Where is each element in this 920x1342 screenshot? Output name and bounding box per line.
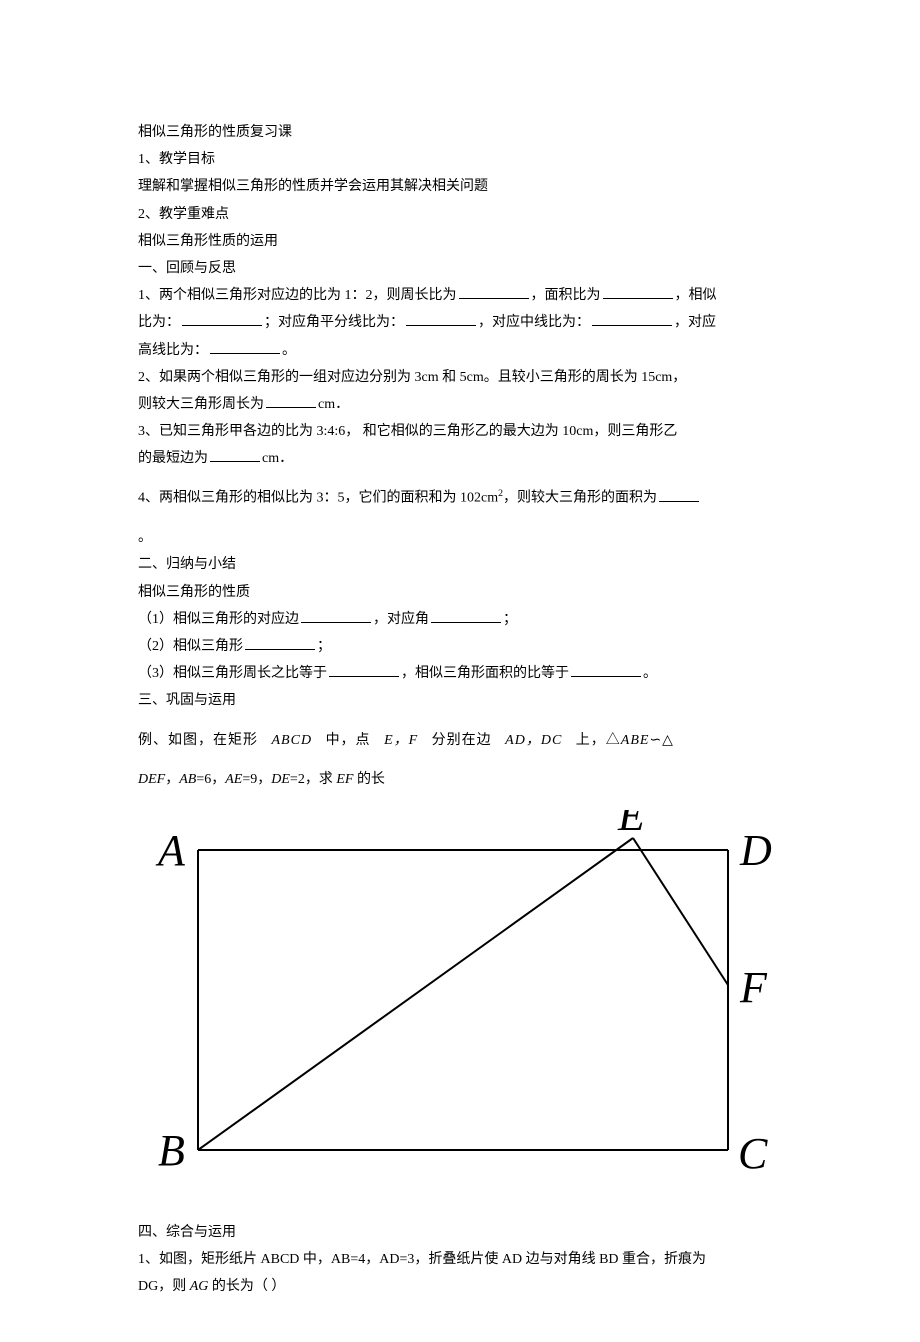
blank	[301, 609, 371, 623]
q1-line2: 比为： ；对应角平分线比为： ，对应中线比为： ，对应	[138, 310, 782, 335]
ex2d: 的长	[357, 772, 385, 787]
DEF: DEF	[138, 772, 165, 787]
EF: E，F	[384, 733, 418, 748]
q1-text-c: ，相似	[675, 288, 717, 303]
q2-line2: 则较大三角形周长为 cm．	[138, 392, 782, 417]
p1a: （1）相似三角形的对应边	[138, 612, 299, 627]
part-b-heading: 二、归纳与小结	[138, 552, 782, 577]
example-line2: DEF，AB=6，AE=9，DE=2，求 EF 的长	[138, 767, 782, 792]
ABE: ABE	[621, 733, 650, 748]
svg-text:D: D	[739, 826, 772, 875]
q1-line1: 1、两个相似三角形对应边的比为 1：2，则周长比为 ，面积比为 ，相似	[138, 283, 782, 308]
dq1b: DG，则	[138, 1279, 186, 1294]
q2-text-b: 则较大三角形周长为	[138, 397, 264, 412]
d-q1-line1: 1、如图，矩形纸片 ABCD 中，AB=4，AD=3，折叠纸片使 AD 边与对角…	[138, 1247, 782, 1272]
blank	[459, 285, 529, 299]
q4-text-b: ，则较大三角形的面积为	[503, 491, 657, 506]
q3-text-b: 的最短边为	[138, 451, 208, 466]
part-d-heading: 四、综合与运用	[138, 1220, 782, 1245]
q3-line1: 3、已知三角形甲各边的比为 3:4:6， 和它相似的三角形乙的最大边为 10cm…	[138, 419, 782, 444]
d-q1-line2: DG，则 AG 的长为（ ）	[138, 1274, 782, 1299]
example-line1: 例、如图，在矩形 ABCD 中，点 E，F 分别在边 AD，DC 上，△ABE∽…	[138, 728, 782, 753]
blank	[406, 312, 476, 326]
ex2c: =2，求	[290, 772, 333, 787]
q3-text-c: cm．	[262, 451, 293, 466]
blank	[210, 340, 280, 354]
q1-text-d: 比为：	[138, 315, 180, 330]
part-b-sub: 相似三角形的性质	[138, 580, 782, 605]
prop2: （2）相似三角形 ；	[138, 634, 782, 659]
blank	[603, 285, 673, 299]
section-1-heading: 1、教学目标	[138, 147, 782, 172]
blank	[266, 394, 316, 408]
svg-text:A: A	[155, 826, 186, 875]
AG: AG	[190, 1279, 209, 1294]
blank	[210, 448, 260, 462]
q1-text-f: ，对应中线比为：	[478, 315, 590, 330]
part-c-heading: 三、巩固与运用	[138, 688, 782, 713]
p3b: ，相似三角形面积的比等于	[401, 666, 569, 681]
comma: ，	[165, 772, 179, 787]
ex1c: 分别在边	[432, 733, 492, 748]
q1-text-e: ；对应角平分线比为：	[264, 315, 404, 330]
q1-text-h: 高线比为：	[138, 343, 208, 358]
blank	[182, 312, 262, 326]
part-a-heading: 一、回顾与反思	[138, 256, 782, 281]
ex1e: ∽△	[649, 733, 674, 748]
p1b: ，对应角	[373, 612, 429, 627]
section-1-text: 理解和掌握相似三角形的性质并学会运用其解决相关问题	[138, 174, 782, 199]
ex2a: =6，	[196, 772, 225, 787]
p2b: ；	[317, 639, 331, 654]
blank	[245, 636, 315, 650]
blank	[571, 663, 641, 677]
p3c: 。	[643, 666, 657, 681]
q1-text-a: 1、两个相似三角形对应边的比为 1：2，则周长比为	[138, 288, 457, 303]
q1-text-g: ，对应	[674, 315, 716, 330]
p3a: （3）相似三角形周长之比等于	[138, 666, 327, 681]
prop1: （1）相似三角形的对应边 ，对应角 ；	[138, 607, 782, 632]
geometry-diagram: A B C D E F	[138, 810, 782, 1190]
q1-text-i: 。	[282, 343, 296, 358]
ex1b: 中，点	[326, 733, 371, 748]
q2-line1: 2、如果两个相似三角形的一组对应边分别为 3cm 和 5cm。且较小三角形的周长…	[138, 365, 782, 390]
svg-text:E: E	[617, 810, 645, 840]
svg-text:F: F	[739, 963, 768, 1012]
AB: AB	[179, 772, 196, 787]
p1c: ；	[503, 612, 517, 627]
q2-text-c: cm．	[318, 397, 349, 412]
svg-text:C: C	[738, 1129, 768, 1178]
DE: DE	[271, 772, 290, 787]
prop3: （3）相似三角形周长之比等于 ，相似三角形面积的比等于 。	[138, 661, 782, 686]
blank	[659, 488, 699, 502]
blank	[329, 663, 399, 677]
AE: AE	[225, 772, 242, 787]
ABCD: ABCD	[272, 733, 313, 748]
blank	[431, 609, 501, 623]
q3-line2: 的最短边为 cm．	[138, 446, 782, 471]
EF-span: EF	[336, 772, 353, 787]
q4-line1: 4、两相似三角形的相似比为 3：5，它们的面积和为 102cm2，则较大三角形的…	[138, 485, 782, 511]
section-2-heading: 2、教学重难点	[138, 202, 782, 227]
geometry-svg: A B C D E F	[138, 810, 778, 1190]
ex1d: 上，△	[576, 733, 621, 748]
q4-text-a: 4、两相似三角形的相似比为 3：5，它们的面积和为 102cm	[138, 491, 498, 506]
ex1a: 例、如图，在矩形	[138, 733, 258, 748]
blank	[592, 312, 672, 326]
dq1c: 的长为（ ）	[212, 1279, 286, 1294]
q4-line2: 。	[138, 525, 782, 550]
svg-text:B: B	[158, 1126, 185, 1175]
doc-title: 相似三角形的性质复习课	[138, 120, 782, 145]
p2a: （2）相似三角形	[138, 639, 243, 654]
ADDC: AD，DC	[505, 733, 562, 748]
q1-line3: 高线比为： 。	[138, 338, 782, 363]
q1-text-b: ，面积比为	[531, 288, 601, 303]
section-2-text: 相似三角形性质的运用	[138, 229, 782, 254]
ex2b: =9，	[242, 772, 271, 787]
